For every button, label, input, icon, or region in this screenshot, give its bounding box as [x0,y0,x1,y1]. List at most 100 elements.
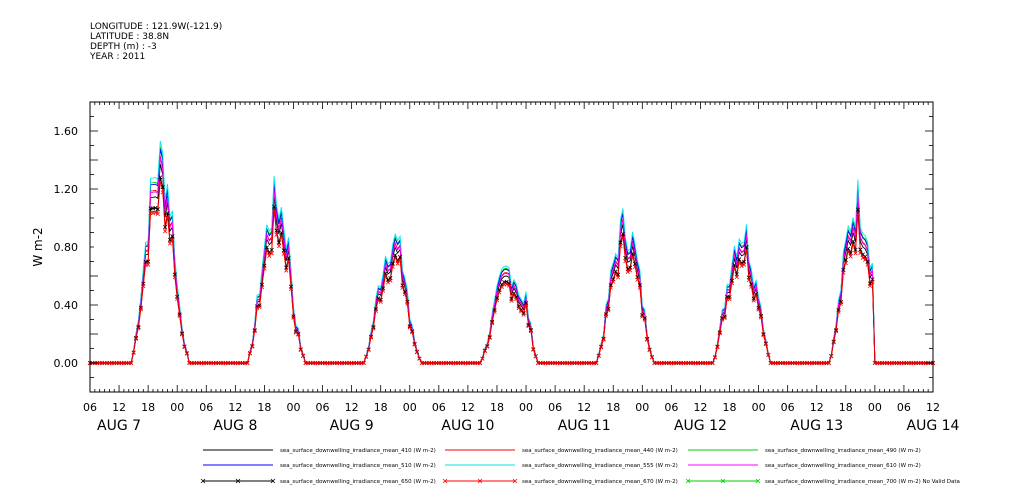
series-marker [531,347,536,352]
series-marker [405,301,410,306]
series-marker [255,305,260,311]
series-marker [163,229,168,234]
series-marker [279,234,284,239]
y-tick-label: 1.20 [54,183,79,196]
series-marker [528,328,533,334]
series-marker [737,260,742,265]
latitude-label: LATITUDE : 38.8N [90,32,170,42]
legend-marker [477,478,483,484]
y-tick-label: 0.40 [54,299,79,312]
series-marker [487,334,492,340]
series-marker [746,277,751,283]
series-marker [766,353,771,358]
series-marker [608,285,613,290]
series-marker [155,207,160,212]
series-marker [163,224,168,230]
series-marker [146,259,151,264]
legend-marker [685,478,691,484]
series-marker [165,211,170,216]
legend-marker [200,478,206,484]
series-marker [269,251,274,256]
series-marker [761,332,766,337]
series-marker [397,258,403,263]
series-marker [410,329,415,334]
series-marker [141,284,146,289]
series-marker [492,308,497,313]
series-marker [737,257,742,262]
series-marker [855,212,860,217]
series-marker [848,254,853,259]
series-marker [720,317,725,322]
x-date-label: AUG 14 [907,418,960,434]
series-marker [373,307,378,312]
series-marker [136,324,141,330]
legend-marker [270,478,276,484]
series-marker [480,356,485,361]
series-marker [712,355,718,360]
series-marker [414,350,420,355]
series-marker [296,332,301,337]
series-marker [865,262,870,267]
legend: sea_surface_downwelling_irradiance_mean_… [200,448,960,485]
series-marker [381,288,386,293]
series-marker [247,351,252,356]
series-marker [272,209,277,214]
x-tick-label: 00 [170,401,184,414]
series-marker [279,230,284,235]
series-marker [722,315,727,321]
series-marker [298,347,303,352]
series-marker [492,309,497,314]
series-marker [618,240,623,245]
series-marker [756,307,761,312]
series-marker [620,231,626,236]
series-marker [138,305,143,310]
series-marker [378,299,383,304]
x-date-label: AUG 7 [97,418,141,434]
series-marker [286,255,291,261]
x-tick-label: 00 [519,401,533,414]
series-marker [741,262,747,267]
series-marker [504,282,509,287]
series-marker [291,315,296,320]
series-marker [172,275,177,280]
series-marker [635,277,640,282]
series-marker [836,309,841,314]
series-marker [640,312,645,318]
series-marker [727,297,732,302]
series-marker [632,261,638,266]
series-marker [533,354,538,359]
series-marker [523,301,529,306]
series-marker [250,344,255,349]
series-marker [160,184,165,190]
series-marker [741,259,747,264]
series-marker [407,324,412,329]
series-marker [763,342,768,347]
series-marker [744,244,749,250]
series-marker [252,328,257,333]
series-marker [637,285,642,290]
series-marker [526,322,531,328]
series-marker [831,339,836,344]
x-tick-label: 06 [548,401,562,414]
series-marker [606,308,611,313]
series-line [90,156,933,364]
series-marker [133,336,139,341]
series-marker [838,301,844,306]
series-marker [296,331,301,336]
series-marker [613,272,618,277]
series-marker [368,334,374,339]
x-tick-label: 12 [693,401,707,414]
series-marker [863,257,868,262]
plot-markers [87,175,936,366]
series-marker [732,265,737,271]
series-marker [167,241,173,246]
x-date-label: AUG 12 [674,418,727,434]
y-axis-title: W m-2 [31,227,45,266]
series-marker [155,211,160,217]
x-tick-label: 00 [868,401,882,414]
series-marker [843,257,848,263]
x-date-label: AUG 9 [330,418,374,434]
series-marker [146,262,151,267]
series-marker [514,296,519,302]
series-marker [259,284,265,290]
